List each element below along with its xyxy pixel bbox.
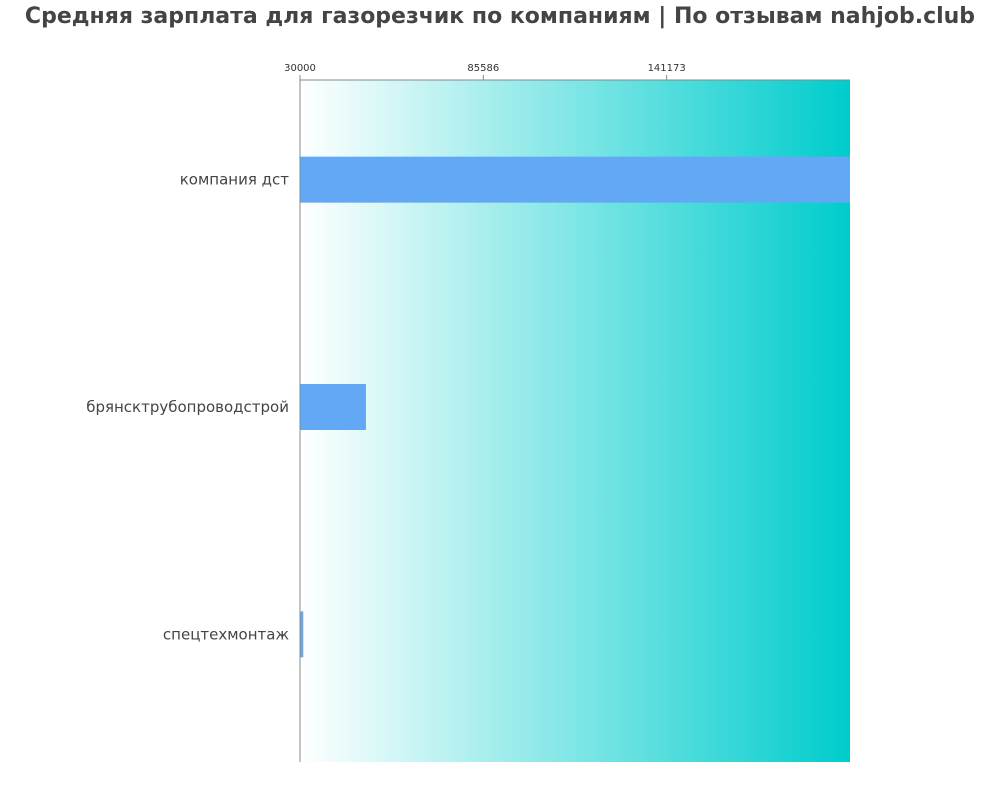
- category-label: брянсктрубопроводстрой: [86, 398, 289, 416]
- x-tick-label: 85586: [467, 63, 499, 74]
- x-tick-label: 141173: [648, 63, 686, 74]
- category-label: компания дст: [180, 171, 290, 189]
- category-label: спецтехмонтаж: [163, 625, 289, 643]
- category-labels: компания дст брянсктрубопроводстрой спецте…: [86, 171, 289, 644]
- bar: [300, 611, 304, 658]
- chart-title: Средняя зарплата для газорезчик по компа…: [25, 4, 975, 29]
- bars-group: [300, 156, 850, 658]
- x-tick-label: 30000: [284, 63, 316, 74]
- bar: [300, 156, 850, 203]
- bar: [300, 384, 366, 430]
- x-axis-ticks: 30000 85586 141173: [284, 63, 686, 80]
